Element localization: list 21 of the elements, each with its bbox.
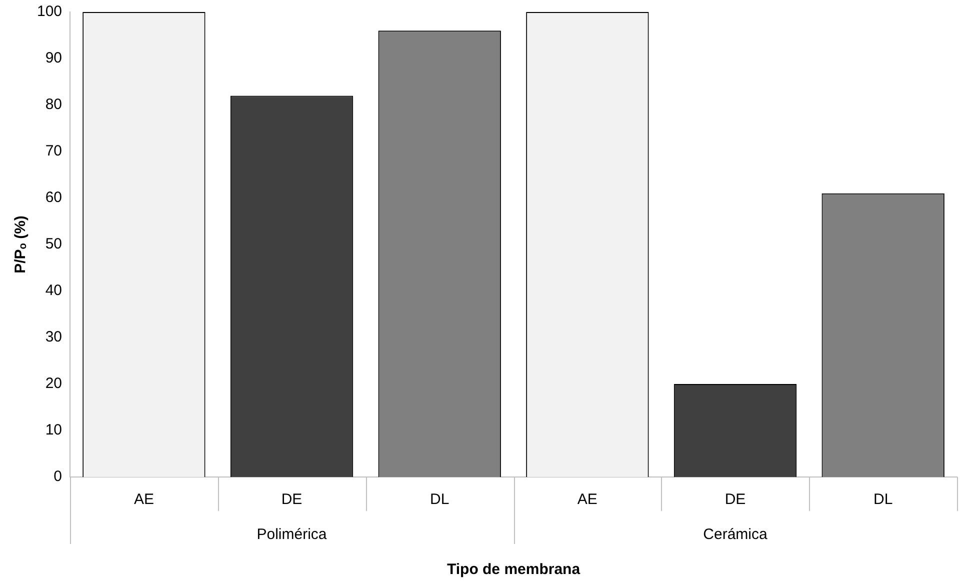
x-axis-title: Tipo de membrana <box>446 561 581 578</box>
y-tick-label: 0 <box>54 468 62 486</box>
y-tick-label: 10 <box>45 422 62 439</box>
y-tick-label: 100 <box>36 3 62 20</box>
y-tick-label: 20 <box>45 375 62 392</box>
x-tick-label: DE <box>724 491 746 508</box>
text: Cerámica <box>703 526 768 544</box>
y-tick-label: 80 <box>45 96 62 114</box>
x-tick-label: DE <box>281 491 302 508</box>
x-tick-label: AE <box>577 491 598 508</box>
x-tick-label: AE <box>134 491 154 508</box>
y-tick-label: 50 <box>45 236 62 253</box>
y-axis-title: P/Pₒ (%) <box>12 216 30 274</box>
y-tick-label: 70 <box>45 142 62 160</box>
text: Polimérica <box>256 526 328 544</box>
x-tick-label: DL <box>873 491 893 508</box>
y-tick-label: 60 <box>45 189 62 206</box>
y-tick-label: 30 <box>45 328 62 346</box>
x-tick-label: DL <box>430 491 450 508</box>
y-tick-label: 40 <box>45 282 62 300</box>
y-tick-label: 90 <box>45 50 62 67</box>
